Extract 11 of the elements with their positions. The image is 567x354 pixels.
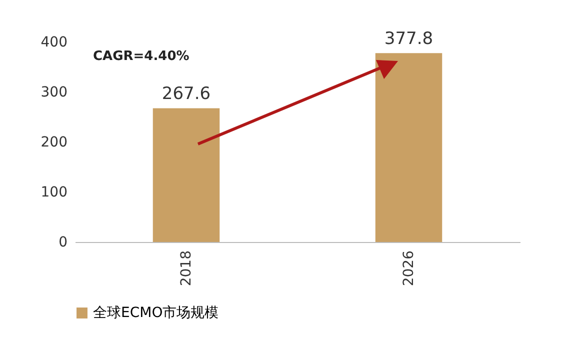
annotation: CAGR=4.40% (93, 49, 190, 64)
y-tick-label: 100 (40, 184, 68, 200)
y-tick-label: 300 (40, 84, 68, 100)
y-tick-label: 200 (40, 134, 68, 150)
y-tick-label: 0 (58, 234, 68, 250)
x-tick-label: 2026 (400, 250, 417, 286)
x-tick-label: 2018 (178, 250, 194, 286)
data-label: 267.6 (162, 84, 211, 104)
legend-label: 全球ECMO市场规模 (93, 305, 219, 321)
y-tick-label: 400 (40, 34, 68, 50)
data-label: 377.8 (384, 29, 434, 50)
